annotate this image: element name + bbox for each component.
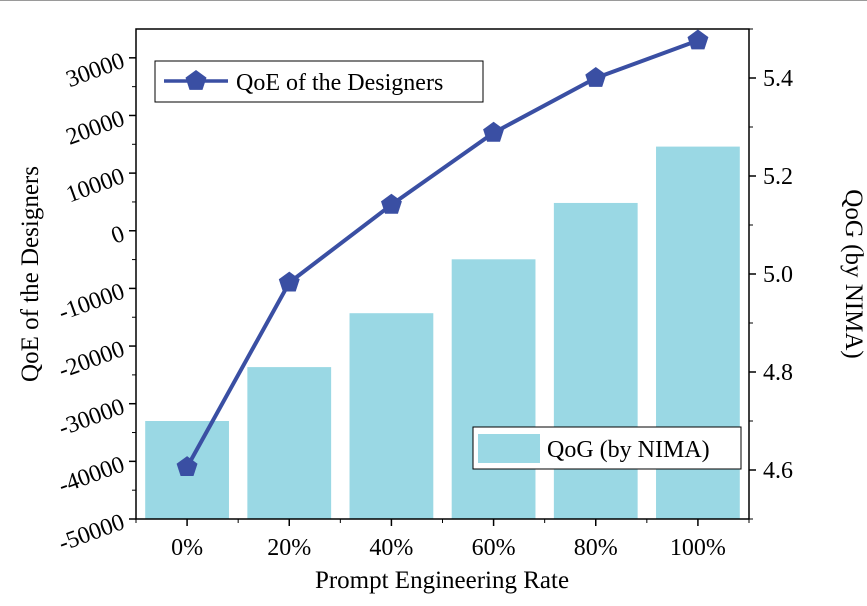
bar-qog-4	[553, 202, 638, 519]
left-tick-label: -10000	[55, 279, 128, 327]
legend-line-label: QoE of the Designers	[236, 70, 443, 96]
legend-bar-label: QoG (by NIMA)	[547, 437, 710, 463]
qoe-point-4	[585, 67, 607, 87]
left-tick-label: 30000	[63, 48, 128, 93]
qoe-point-5	[687, 29, 709, 50]
right-axis-ticks: 4.6 4.8 5.0 5.2 5.4	[749, 28, 793, 520]
right-tick-label: 5.2	[763, 164, 793, 190]
left-tick-label: 0	[108, 221, 128, 250]
left-axis-ticks: -50000 -40000 -30000 -20000 -10000 0 10000 2000…	[55, 48, 136, 557]
y-left-axis-title: QoE of the Designers	[17, 166, 44, 382]
legend-bar-series: QoG (by NIMA)	[472, 426, 742, 470]
qoe-point-1	[278, 271, 300, 292]
qoe-line	[185, 38, 699, 469]
x-tick-label: 0%	[171, 535, 203, 561]
right-tick-label: 5.0	[763, 262, 793, 288]
top-border-line	[0, 0, 867, 1]
bars-layer	[145, 146, 740, 519]
left-tick-label: -30000	[55, 394, 128, 442]
left-tick-label: -40000	[55, 452, 128, 500]
y-right-axis-title: QoG (by NIMA)	[840, 189, 867, 358]
legend-line-series: QoE of the Designers	[154, 60, 484, 103]
qoe-point-3	[483, 121, 504, 142]
left-tick-label: -50000	[55, 509, 128, 557]
x-tick-label: 80%	[574, 535, 618, 561]
right-tick-label: 4.8	[763, 360, 793, 386]
line-layer	[176, 29, 709, 476]
x-tick-label: 20%	[267, 535, 311, 561]
left-tick-label: 10000	[63, 163, 128, 208]
left-tick-label: 20000	[63, 106, 128, 151]
x-axis-ticks: 0% 20% 40% 60% 80% 100%	[135, 519, 750, 561]
right-tick-label: 5.4	[763, 66, 793, 92]
bar-qog-3	[451, 259, 536, 519]
x-axis-title: Prompt Engineering Rate	[315, 567, 569, 594]
bar-qog-2	[349, 313, 434, 519]
legend-bar-swatch	[478, 434, 540, 463]
qoe-point-2	[381, 193, 402, 214]
x-tick-label: 60%	[472, 535, 516, 561]
left-tick-label: -20000	[55, 336, 128, 384]
x-tick-label: 40%	[369, 535, 413, 561]
bar-qog-1	[247, 367, 332, 519]
right-tick-label: 4.6	[763, 458, 793, 484]
x-tick-label: 100%	[670, 535, 726, 561]
qoe-point-0	[176, 456, 198, 476]
legend-pentagon-marker	[185, 70, 207, 90]
